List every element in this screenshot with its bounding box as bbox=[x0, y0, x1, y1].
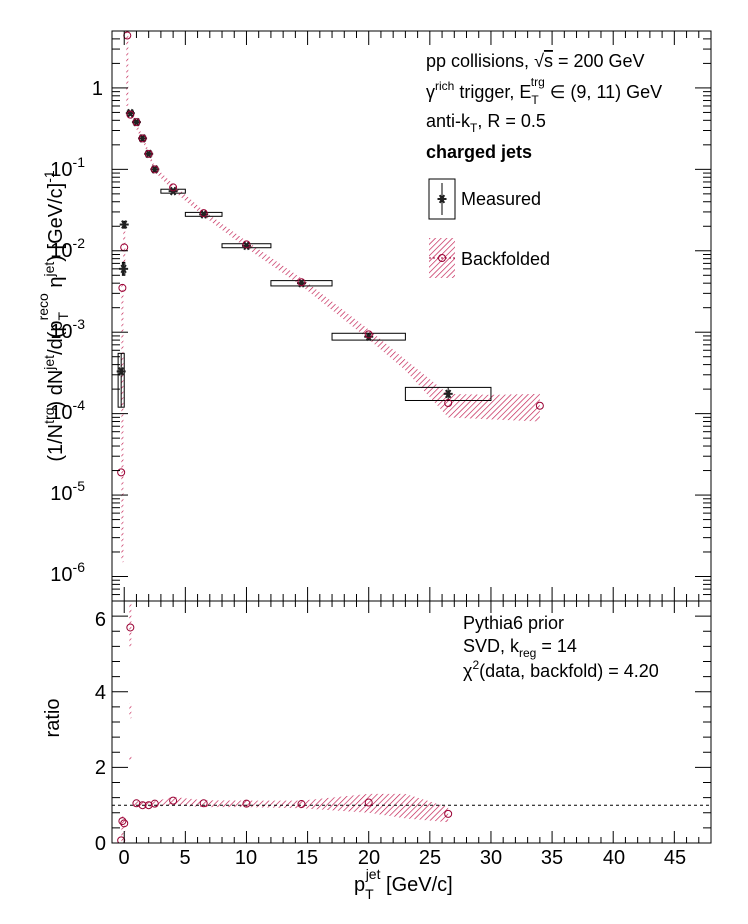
ratio-band bbox=[121, 601, 449, 843]
bottom-y-ticks bbox=[112, 615, 711, 844]
ratio-point-11 bbox=[297, 800, 306, 809]
top-panel: 1 10-1 10-2 10-3 10-4 10-5 10-6 (1/Ntrg)… bbox=[35, 30, 712, 602]
y-tick-label-10m1: 10-1 bbox=[50, 154, 85, 181]
x-tick-label-40: 40 bbox=[603, 847, 625, 869]
top-y-ticks bbox=[112, 30, 711, 602]
annotation-svd: SVD, kreg = 14 bbox=[463, 636, 577, 660]
ratio-y-tick-labels: 0 2 4 6 bbox=[95, 609, 106, 855]
ratio-y-axis-title: ratio bbox=[42, 699, 64, 738]
x-tick-label-5: 5 bbox=[179, 847, 190, 869]
legend-backfolded-marker bbox=[438, 254, 446, 262]
top-frame bbox=[111, 30, 712, 602]
ratio-tick-label-2: 2 bbox=[95, 757, 106, 779]
top-y-axis-title: (1/Ntrg) dNjet/d(pTreco ηjet) [GeV/c]-1 bbox=[35, 170, 71, 462]
ratio-spike-4 bbox=[129, 756, 132, 760]
ratio-annotations: Pythia6 prior SVD, kreg = 14 χ2(data, ba… bbox=[463, 613, 659, 681]
backfolded-point-1 bbox=[118, 283, 127, 292]
ratio-point-12 bbox=[364, 798, 373, 807]
backfolded-point-14 bbox=[444, 399, 453, 408]
top-x-ticks bbox=[123, 31, 700, 601]
backfolded-point-12 bbox=[297, 278, 306, 287]
y-tick-label-10m6: 10-6 bbox=[50, 559, 85, 586]
ratio-point-3 bbox=[126, 623, 135, 632]
ratio-band-area bbox=[133, 793, 449, 823]
ratio-spike-0 bbox=[121, 816, 124, 843]
backfolded-band-top bbox=[121, 31, 540, 563]
annotation-chi2: χ2(data, backfold) = 4.20 bbox=[463, 658, 659, 681]
bottom-panel: 0 2 4 6 ratio 0 5 10 15 20 25 30 35 40 4… bbox=[42, 600, 712, 902]
ratio-point-5 bbox=[138, 801, 147, 810]
backfolded-spike-1 bbox=[123, 226, 126, 269]
x-tick-label-30: 30 bbox=[480, 847, 502, 869]
ratio-points bbox=[117, 623, 453, 843]
backfolded-point-7 bbox=[144, 149, 153, 158]
annotation-collisions: pp collisions, √s = 200 GeV bbox=[426, 51, 645, 71]
backfolded-point-11 bbox=[242, 240, 251, 249]
backfolded-spike-2 bbox=[126, 31, 129, 106]
legend-measured-marker bbox=[437, 194, 447, 204]
ratio-point-1 bbox=[118, 817, 127, 826]
backfolded-point-5 bbox=[132, 118, 141, 127]
ratio-point-7 bbox=[150, 799, 159, 808]
ratio-point-13 bbox=[444, 809, 453, 818]
y-tick-label-10m3: 10-3 bbox=[50, 316, 85, 343]
backfolded-point-9 bbox=[169, 183, 178, 192]
x-tick-label-20: 20 bbox=[358, 847, 380, 869]
backfolded-spike-0 bbox=[121, 283, 124, 563]
legend: Measured Backfolded bbox=[428, 178, 550, 278]
measured-point-13 bbox=[443, 389, 453, 399]
x-axis-title: pTjet [GeV/c] bbox=[354, 866, 453, 902]
x-tick-label-45: 45 bbox=[664, 847, 686, 869]
ratio-tick-label-4: 4 bbox=[95, 682, 106, 704]
measured-point-1 bbox=[119, 264, 129, 274]
legend-measured-star bbox=[437, 194, 447, 204]
x-tick-label-0: 0 bbox=[118, 847, 129, 869]
ratio-spike-3 bbox=[129, 703, 132, 719]
annotation-trigger: γrich trigger, ETtrg ∈ (9, 11) GeV bbox=[426, 75, 662, 107]
annotation-algorithm: anti-kT, R = 0.5 bbox=[426, 111, 546, 135]
y-tick-label-1: 1 bbox=[92, 78, 103, 100]
measured-point-0 bbox=[116, 367, 126, 376]
ratio-point-2 bbox=[120, 819, 129, 828]
ratio-point-8 bbox=[169, 796, 178, 805]
x-tick-labels: 0 5 10 15 20 25 30 35 40 45 bbox=[118, 847, 686, 869]
y-tick-label-10m2: 10-2 bbox=[50, 235, 85, 262]
annotation-prior: Pythia6 prior bbox=[463, 613, 564, 633]
ratio-tick-label-6: 6 bbox=[95, 609, 106, 631]
backfolded-point-8 bbox=[150, 165, 159, 174]
top-annotations: pp collisions, √s = 200 GeV γrich trigge… bbox=[426, 51, 662, 162]
backfolded-point-10 bbox=[199, 209, 208, 218]
x-tick-label-10: 10 bbox=[235, 847, 257, 869]
ratio-point-9 bbox=[199, 799, 208, 808]
legend-measured-label: Measured bbox=[461, 189, 541, 209]
top-y-tick-labels: 1 10-1 10-2 10-3 10-4 10-5 10-6 bbox=[50, 78, 103, 586]
backfolded-point-0 bbox=[117, 468, 126, 477]
bottom-x-ticks bbox=[123, 601, 700, 843]
ratio-point-6 bbox=[144, 801, 153, 810]
backfolded-point-13 bbox=[364, 330, 373, 339]
y-tick-label-10m4: 10-4 bbox=[50, 397, 85, 424]
measured-point-2 bbox=[119, 220, 129, 229]
y-tick-label-10m5: 10-5 bbox=[50, 478, 85, 505]
backfolded-point-15 bbox=[535, 401, 544, 410]
x-tick-label-25: 25 bbox=[419, 847, 441, 869]
backfolded-point-4 bbox=[126, 110, 135, 119]
legend-backfolded-label: Backfolded bbox=[461, 249, 550, 269]
backfolded-point-6 bbox=[138, 134, 147, 143]
x-tick-label-15: 15 bbox=[296, 847, 318, 869]
annotation-charged-jets: charged jets bbox=[426, 142, 532, 162]
legend-measured-box bbox=[428, 178, 456, 220]
ratio-tick-label-0: 0 bbox=[95, 833, 106, 855]
ratio-point-10 bbox=[242, 799, 251, 808]
x-tick-label-35: 35 bbox=[541, 847, 563, 869]
